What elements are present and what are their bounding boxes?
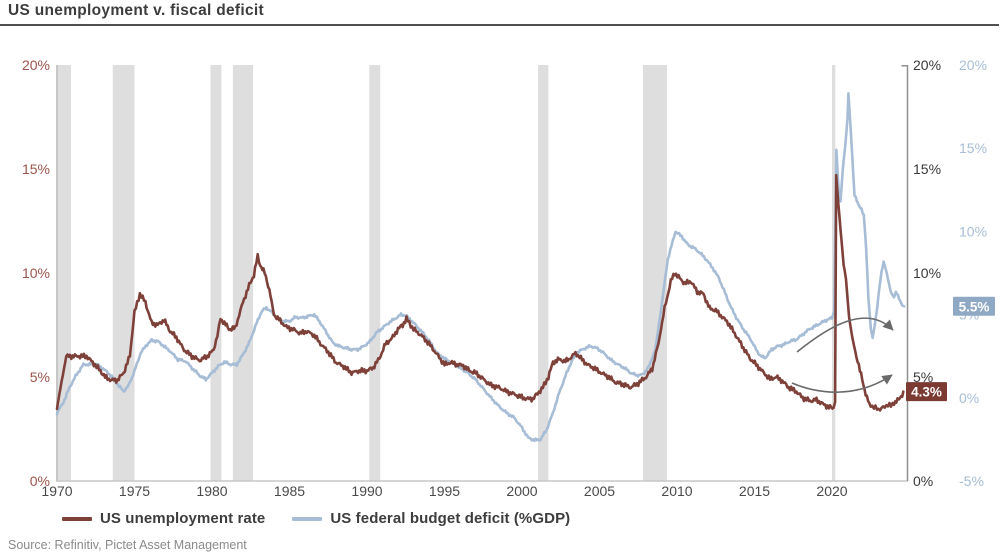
source-note: Source: Refinitiv, Pictet Asset Manageme…	[8, 538, 247, 552]
recession-bands	[57, 65, 836, 481]
left-axis-tick-label: 0%	[30, 473, 50, 489]
deficit-axis-tick-label: 0%	[959, 390, 979, 406]
title-rule	[0, 24, 999, 26]
deficit-latest-badge	[953, 296, 995, 316]
x-axis-tick-label: 1995	[429, 483, 460, 499]
right-axis-tick-label: 0%	[913, 473, 933, 489]
x-axis-tick-label: 1990	[351, 483, 382, 499]
deficit-trend-arrow-icon	[796, 317, 894, 353]
recession-band	[210, 65, 222, 481]
x-axis-tick-label: 2020	[816, 483, 847, 499]
left-axis-tick-label: 20%	[22, 57, 50, 73]
deficit-latest-badge-label: 5.5%	[959, 299, 990, 314]
deficit-axis-tick-label: -5%	[959, 473, 984, 489]
right-axis-tick-label: 10%	[913, 265, 941, 281]
latest-value-badges: 4.3% 5.5%	[906, 296, 995, 402]
recession-band	[538, 65, 549, 481]
trend-arrows	[791, 317, 894, 393]
x-axis-tick-label: 1980	[196, 483, 227, 499]
legend-item-deficit: US federal budget deficit (%GDP)	[292, 510, 570, 527]
deficit-line	[55, 92, 906, 443]
axis-tick-labels: 1970 1975 1980 1985 1990 1995 2000 2005 2010 2015…	[22, 57, 987, 499]
recession-band	[369, 65, 381, 481]
unemployment-line-swatch-icon	[62, 516, 92, 521]
recession-band	[57, 65, 71, 481]
legend-item-unemployment: US unemployment rate	[62, 510, 265, 527]
x-axis-tick-label: 1975	[119, 483, 150, 499]
x-axis-tick-label: 2010	[661, 483, 692, 499]
unemployment-trend-arrow-icon	[791, 374, 893, 393]
x-axis-tick-label: 1970	[41, 483, 72, 499]
x-axis-tick-label: 1985	[274, 483, 305, 499]
x-axis-tick-label: 2000	[506, 483, 537, 499]
deficit-axis-tick-label: 15%	[959, 140, 987, 156]
right-axis-tick-label: 15%	[913, 161, 941, 177]
deficit-axis-tick-label: 20%	[959, 57, 987, 73]
recession-band	[232, 65, 254, 481]
left-axis-tick-label: 15%	[22, 161, 50, 177]
unemployment-latest-badge-label: 4.3%	[911, 385, 942, 400]
recession-band	[642, 65, 667, 481]
right-axis-tick-label: 5%	[913, 369, 933, 385]
legend-label-deficit: US federal budget deficit (%GDP)	[330, 510, 571, 527]
chart-title: US unemployment v. fiscal deficit	[8, 2, 264, 19]
left-axis-tick-label: 10%	[22, 265, 50, 281]
deficit-line-swatch-icon	[292, 516, 323, 521]
x-axis-tick-label: 2015	[739, 483, 770, 499]
unemployment-line	[55, 173, 905, 412]
x-axis-tick-label: 2005	[584, 483, 615, 499]
recession-band	[112, 65, 135, 481]
legend: US unemployment rate US federal budget d…	[62, 510, 570, 527]
deficit-axis-tick-label: 10%	[959, 223, 987, 239]
right-axis-tick-label: 20%	[913, 57, 941, 73]
legend-label-unemployment: US unemployment rate	[100, 510, 266, 527]
unemployment-latest-badge	[906, 382, 947, 402]
left-axis-tick-label: 5%	[30, 369, 50, 385]
